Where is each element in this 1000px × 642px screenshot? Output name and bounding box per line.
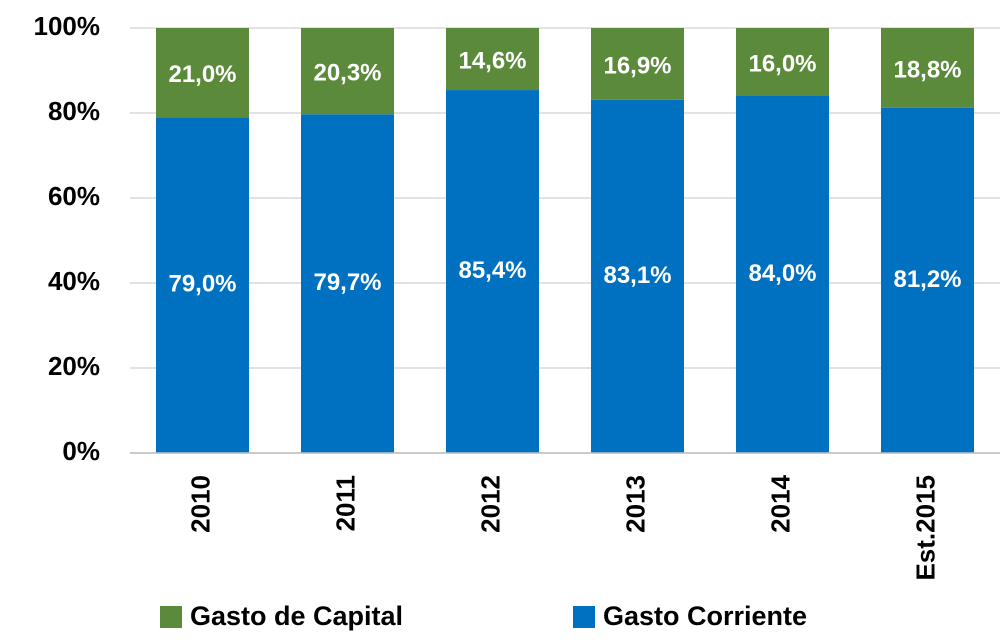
bar-segment <box>591 99 684 453</box>
x-tick-label: 2011 <box>330 475 360 531</box>
y-tick-label: 60% <box>48 181 100 211</box>
y-tick-label: 80% <box>48 96 100 126</box>
legend-swatch <box>573 606 595 628</box>
value-label: 18,8% <box>893 56 961 83</box>
bar-segment <box>591 28 684 100</box>
value-label: 21,0% <box>168 61 236 88</box>
x-tick-label: 2014 <box>765 474 795 532</box>
y-tick-label: 20% <box>48 351 100 381</box>
y-tick-label: 100% <box>34 11 101 41</box>
value-label: 79,7% <box>313 269 381 296</box>
bar-segment <box>301 114 394 454</box>
bar-segment <box>301 28 394 115</box>
value-label: 81,2% <box>893 266 961 293</box>
bar-segment <box>881 28 974 108</box>
value-label: 84,0% <box>748 260 816 287</box>
value-label: 83,1% <box>603 262 671 289</box>
x-tick-label: Est.2015 <box>910 475 940 581</box>
legend-swatch <box>160 606 182 628</box>
x-tick-label: 2012 <box>475 475 505 533</box>
y-tick-label: 0% <box>62 436 100 466</box>
value-label: 85,4% <box>458 257 526 284</box>
value-label: 14,6% <box>458 47 526 74</box>
bar-segment <box>446 28 539 91</box>
bar-segment <box>736 96 829 453</box>
x-tick-label: 2010 <box>185 475 215 533</box>
x-tick-label: 2013 <box>620 475 650 533</box>
value-label: 20,3% <box>313 59 381 86</box>
bar-segment <box>156 117 249 453</box>
legend-label: Gasto Corriente <box>603 601 807 631</box>
value-label: 16,9% <box>603 52 671 79</box>
bar-segment <box>736 28 829 96</box>
value-label: 16,0% <box>748 50 816 77</box>
bar-segment <box>156 28 249 118</box>
bar-segment <box>446 90 539 454</box>
legend-label: Gasto de Capital <box>190 601 403 631</box>
y-tick-label: 40% <box>48 266 100 296</box>
value-label: 79,0% <box>168 270 236 297</box>
bar-segment <box>881 107 974 454</box>
